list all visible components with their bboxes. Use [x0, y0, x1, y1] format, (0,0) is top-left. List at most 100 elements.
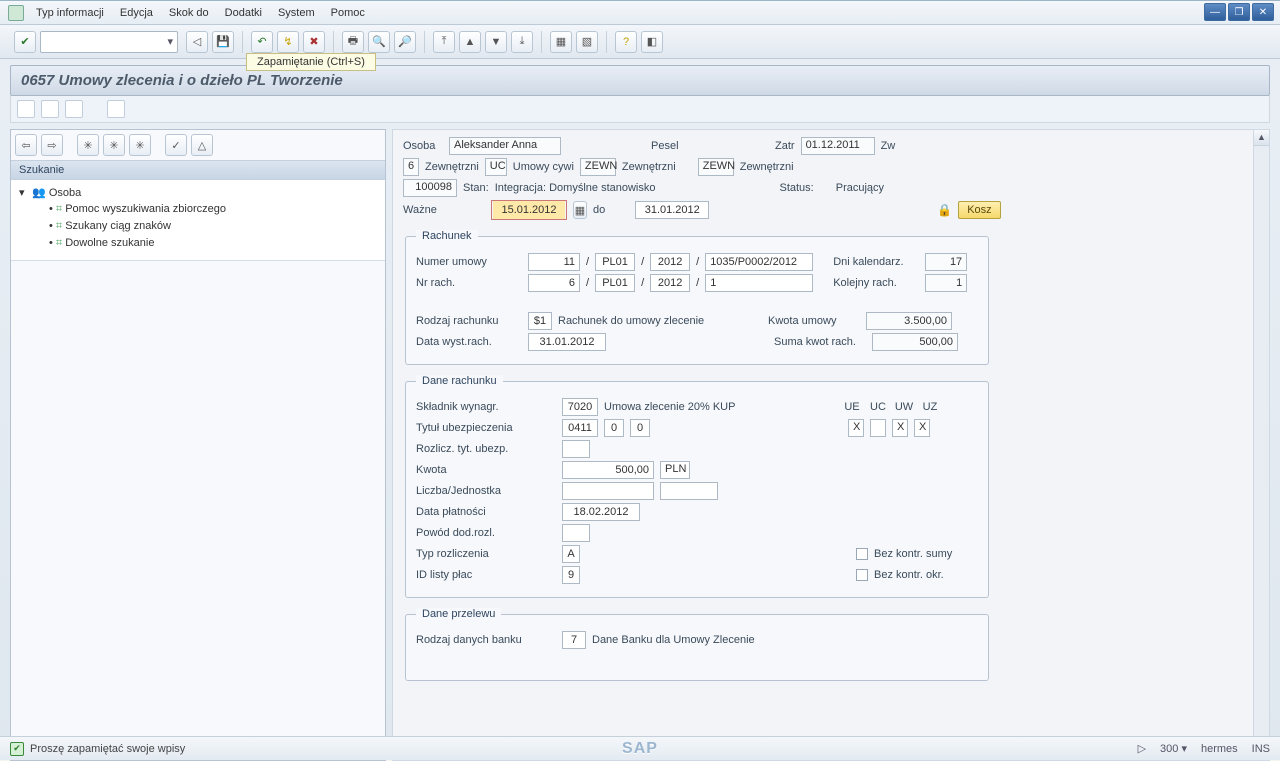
jednostka-input[interactable] — [660, 482, 718, 500]
col-ue: UE — [842, 401, 862, 413]
nav-right-icon[interactable]: ⇨ — [41, 134, 63, 156]
tree-item[interactable]: • ⌗ Pomoc wyszukiwania zbiorczego — [19, 201, 377, 218]
search-tree: ▾ 👥 Osoba • ⌗ Pomoc wyszukiwania zbiorcz… — [11, 180, 385, 260]
app-icon-2[interactable] — [41, 100, 59, 118]
app-icon-3[interactable] — [65, 100, 83, 118]
rozlicz-label: Rozlicz. tyt. ubezp. — [416, 443, 556, 455]
rodzaj-code-input[interactable] — [528, 312, 552, 330]
folder-icon: 👥 — [32, 187, 46, 199]
zewn1-label: Zewnętrzni — [425, 161, 479, 173]
menu-edycja[interactable]: Edycja — [120, 7, 153, 19]
tree-item[interactable]: • ⌗ Szukany ciąg znaków — [19, 218, 377, 235]
tree-root[interactable]: ▾ 👥 Osoba — [19, 184, 377, 201]
data-wyst-input[interactable] — [528, 333, 606, 351]
layout-icon[interactable]: ◧ — [641, 31, 663, 53]
tool-icon-5[interactable]: △ — [191, 134, 213, 156]
new-session-icon[interactable]: ▦ — [550, 31, 572, 53]
numer-1-input[interactable] — [528, 253, 580, 271]
find-next-icon[interactable]: 🔎 — [394, 31, 416, 53]
tool-icon-1[interactable]: ✳ — [77, 134, 99, 156]
numer-2-input[interactable] — [595, 253, 635, 271]
typrozl-input[interactable] — [562, 545, 580, 563]
date-picker-icon[interactable]: ▦ — [573, 201, 587, 219]
rodzaj-label: Rodzaj rachunku — [416, 315, 522, 327]
next-page-icon[interactable]: ▼ — [485, 31, 507, 53]
scroll-up-icon[interactable]: ▲ — [1254, 130, 1269, 146]
shortcut-icon[interactable]: ▧ — [576, 31, 598, 53]
skladnik-code-input[interactable] — [562, 398, 598, 416]
uc-val[interactable] — [870, 419, 886, 437]
vertical-scrollbar[interactable]: ▲ ▼ — [1253, 130, 1269, 760]
rachunek-group: Rachunek Numer umowy / / / Dni kalendarz… — [405, 230, 989, 365]
tool-icon-2[interactable]: ✳ — [103, 134, 125, 156]
rodzaj-banku-input[interactable] — [562, 631, 586, 649]
nr-4-input[interactable] — [705, 274, 813, 292]
tytul-2-input[interactable] — [604, 419, 624, 437]
liczba-input[interactable] — [562, 482, 654, 500]
nr-1-input[interactable] — [528, 274, 580, 292]
tool-icon-3[interactable]: ✳ — [129, 134, 151, 156]
menu-typ-informacji[interactable]: Typ informacji — [36, 7, 104, 19]
print-icon[interactable]: 🖶 — [342, 31, 364, 53]
bezokr-checkbox[interactable] — [856, 569, 868, 581]
tytul-1-input[interactable] — [562, 419, 598, 437]
match-icon: ⌗ — [56, 220, 62, 232]
last-page-icon[interactable]: ⤓ — [511, 31, 533, 53]
dnikal-field — [925, 253, 967, 271]
minimize-button[interactable]: — — [1204, 3, 1226, 21]
menu-dodatki[interactable]: Dodatki — [225, 7, 262, 19]
uw-val[interactable]: X — [892, 419, 908, 437]
tytul-3-input[interactable] — [630, 419, 650, 437]
nr-3-input[interactable] — [650, 274, 690, 292]
numer-4-input[interactable] — [705, 253, 813, 271]
menu-pomoc[interactable]: Pomoc — [331, 7, 365, 19]
cancel-icon[interactable]: ✖ — [303, 31, 325, 53]
nav-back-icon[interactable]: ◁ — [186, 31, 208, 53]
valid-to-input[interactable] — [635, 201, 709, 219]
kwota-input[interactable] — [562, 461, 654, 479]
back-icon[interactable]: ↶ — [251, 31, 273, 53]
first-page-icon[interactable]: ⤒ — [433, 31, 455, 53]
help-icon[interactable]: ? — [615, 31, 637, 53]
close-button[interactable]: ✕ — [1252, 3, 1274, 21]
app-menu-icon[interactable] — [8, 5, 24, 21]
save-icon[interactable]: 💾 — [212, 31, 234, 53]
data-wyst-label: Data wyst.rach. — [416, 336, 522, 348]
nr-label: Nr rach. — [416, 277, 522, 289]
exit-icon[interactable]: ↯ — [277, 31, 299, 53]
zw-label: Zw — [881, 140, 896, 152]
dnikal-label: Dni kalendarz. — [833, 256, 919, 268]
dataplat-input[interactable] — [562, 503, 640, 521]
kwota-currency: PLN — [660, 461, 690, 479]
prev-page-icon[interactable]: ▲ — [459, 31, 481, 53]
uz-val[interactable]: X — [914, 419, 930, 437]
maximize-button[interactable]: ❐ — [1228, 3, 1250, 21]
nav-arrow-icon[interactable]: ▷ — [1138, 742, 1146, 755]
zewn3-label: Zewnętrzni — [740, 161, 794, 173]
powod-input[interactable] — [562, 524, 590, 542]
bezsumy-checkbox[interactable] — [856, 548, 868, 560]
idlisty-input[interactable] — [562, 566, 580, 584]
app-icon-4[interactable] — [107, 100, 125, 118]
find-icon[interactable]: 🔍 — [368, 31, 390, 53]
enter-icon[interactable]: ✔ — [14, 31, 36, 53]
kosz-button[interactable]: Kosz — [958, 201, 1000, 219]
dane-rachunku-legend: Dane rachunku — [416, 375, 503, 387]
valid-from-input[interactable] — [493, 201, 565, 219]
ue-val[interactable]: X — [848, 419, 864, 437]
nav-left-icon[interactable]: ⇦ — [15, 134, 37, 156]
kwota-umowy-field — [866, 312, 952, 330]
app-icon-1[interactable] — [17, 100, 35, 118]
dane-przelewu-legend: Dane przelewu — [416, 608, 501, 620]
command-field[interactable] — [40, 31, 178, 53]
numer-3-input[interactable] — [650, 253, 690, 271]
rozlicz-input[interactable] — [562, 440, 590, 458]
menu-system[interactable]: System — [278, 7, 315, 19]
uc-field: UC — [485, 158, 507, 176]
sap-window: Typ informacji Edycja Skok do Dodatki Sy… — [0, 0, 1280, 760]
zatr-field: 01.12.2011 — [801, 137, 875, 155]
nr-2-input[interactable] — [595, 274, 635, 292]
tree-item[interactable]: • ⌗ Dowolne szukanie — [19, 235, 377, 252]
menu-skok-do[interactable]: Skok do — [169, 7, 209, 19]
tool-icon-4[interactable]: ✓ — [165, 134, 187, 156]
